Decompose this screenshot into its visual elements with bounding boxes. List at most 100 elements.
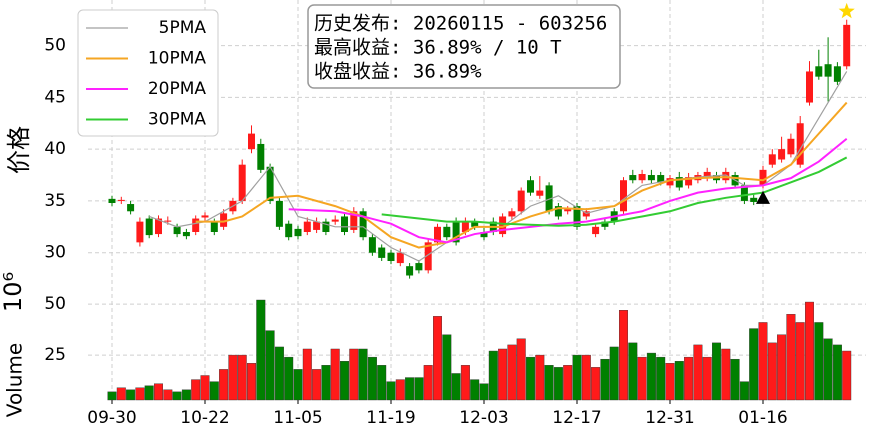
volume-bar	[739, 381, 749, 401]
volume-bar	[330, 348, 340, 401]
candle-body	[759, 169, 767, 186]
candle-body	[740, 185, 748, 201]
candle-body	[182, 232, 190, 237]
candle-body	[666, 178, 674, 186]
candle-body	[461, 221, 469, 232]
volume-bar	[572, 354, 582, 401]
candle-body	[155, 218, 162, 235]
volume-bar	[460, 365, 470, 401]
volume-bar	[563, 365, 573, 401]
candle-body	[396, 252, 404, 264]
x-tick-label: 11-05	[273, 408, 322, 428]
volume-bar	[302, 348, 312, 401]
candle-body	[545, 185, 553, 212]
legend-label: 10PMA	[148, 49, 207, 69]
volume-bar	[777, 334, 787, 401]
volume-bar	[805, 301, 815, 401]
volume-bar	[144, 385, 154, 401]
candle-body	[220, 213, 228, 227]
volume-axis-label: Volume	[3, 343, 27, 417]
candle-body	[238, 164, 246, 201]
volume-bar	[619, 310, 629, 401]
volume-bar	[153, 383, 163, 401]
candle-body	[564, 209, 572, 212]
volume-bar	[693, 344, 703, 401]
candle-body	[443, 226, 451, 238]
y-tick-label: 50	[44, 36, 66, 56]
candle-body	[638, 174, 646, 181]
volume-bar	[628, 342, 638, 401]
volume-bar	[749, 328, 759, 401]
volume-bar	[591, 367, 601, 401]
x-tick-label: 01-16	[738, 408, 787, 428]
volume-bar	[832, 344, 842, 401]
volume-bar	[544, 365, 554, 401]
candle-body	[471, 221, 479, 227]
volume-bar	[498, 348, 508, 401]
y-tick-label: 35	[44, 191, 66, 211]
volume-bar	[516, 338, 526, 401]
candle-body	[824, 64, 832, 77]
volume-bar	[674, 361, 684, 401]
y-axis-label: 价格	[5, 126, 33, 174]
volume-bar	[135, 387, 145, 401]
candle-body	[303, 221, 311, 232]
candle-body	[378, 247, 386, 258]
candle-body	[192, 218, 200, 232]
volume-bar	[507, 344, 517, 401]
candle-body	[173, 226, 181, 235]
x-tick-label: 12-31	[645, 408, 694, 428]
candle-body	[415, 263, 423, 271]
volume-bar	[265, 330, 275, 401]
legend-frame	[77, 9, 219, 137]
volume-bar	[433, 316, 443, 401]
x-tick-label: 12-17	[552, 408, 601, 428]
candle-body	[601, 221, 609, 227]
volume-bar	[386, 381, 396, 401]
candle-body	[517, 190, 525, 212]
candle-body	[331, 219, 339, 222]
volume-bar	[367, 356, 377, 401]
candle-body	[620, 180, 627, 212]
candle-body	[750, 197, 758, 202]
volume-bar	[656, 356, 666, 401]
candle-body	[248, 133, 255, 150]
volume-bar	[423, 365, 433, 401]
volume-bar	[823, 338, 833, 401]
candle-body	[592, 226, 600, 235]
candle-body	[257, 143, 265, 170]
ma-line	[381, 156, 848, 227]
candle-body	[843, 24, 851, 67]
legend-label: 30PMA	[148, 110, 207, 130]
y-tick-label: 40	[44, 139, 66, 159]
candle-body	[675, 177, 683, 188]
volume-bar	[600, 358, 610, 401]
annotation-line: 最高收益: 36.89% / 10 T	[314, 37, 562, 59]
volume-bar	[758, 322, 768, 401]
candle-body	[796, 123, 804, 165]
marker	[838, 2, 855, 19]
candle-body	[657, 175, 665, 183]
candle-body	[266, 166, 274, 201]
volume-bar	[200, 375, 210, 401]
volume-bar	[284, 356, 294, 401]
volume-bar	[526, 356, 536, 401]
candle-body	[406, 266, 414, 276]
volume-bar	[842, 350, 852, 401]
legend-label: 5PMA	[159, 18, 207, 38]
x-tick-label: 09-30	[87, 408, 136, 428]
volume-bar	[730, 358, 740, 401]
volume-bar	[795, 322, 805, 401]
candle-body	[499, 216, 507, 235]
volume-bar	[488, 350, 498, 401]
candle-body	[359, 211, 367, 238]
volume-bar	[405, 377, 415, 401]
volume-bar	[191, 379, 201, 401]
volume-bar	[767, 342, 777, 401]
volume-bar	[721, 348, 731, 401]
volume-bar	[256, 299, 266, 401]
volume-scale-label: 10⁶	[0, 272, 27, 312]
legend: 5PMA 10PMA 20PMA 30PMA	[77, 9, 219, 137]
ma-line	[195, 101, 848, 249]
